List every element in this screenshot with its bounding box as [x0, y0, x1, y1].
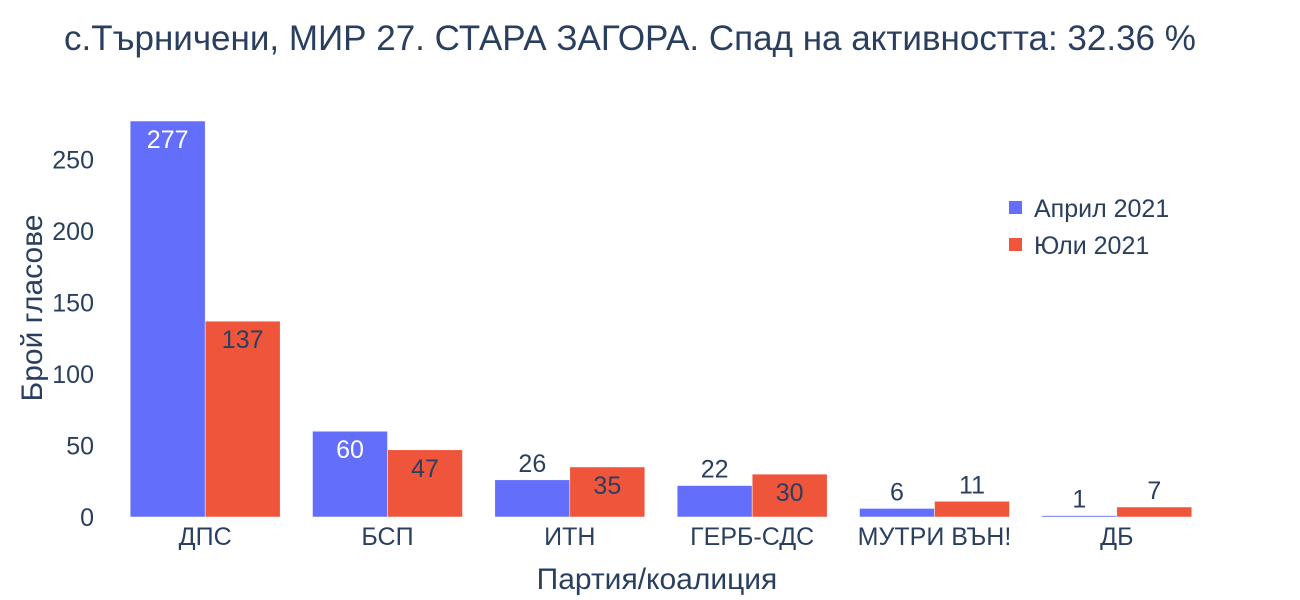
y-tick-label: 50: [66, 433, 94, 461]
bar-value-label: 277: [147, 126, 189, 154]
bar-value-label: 26: [518, 450, 546, 478]
bar: [676, 485, 753, 518]
bar-value-label: 137: [222, 326, 264, 354]
bar: [387, 449, 463, 518]
legend-label: Юли 2021: [1034, 232, 1149, 260]
bar-value-label: 11: [959, 471, 985, 499]
legend: Април 2021 Юли 2021: [1009, 195, 1169, 260]
bar-labels: 277 60 26 22 6 1 137 47 35 30 11 7: [147, 126, 1161, 514]
bar: [204, 320, 281, 518]
legend-label: Април 2021: [1034, 195, 1169, 223]
y-tick-label: 150: [52, 290, 94, 318]
bar: [569, 466, 646, 518]
x-tick-label: МУТРИ ВЪН!: [858, 523, 1012, 551]
y-tick-label: 200: [52, 218, 94, 246]
legend-swatch: [1009, 238, 1022, 251]
x-tick-label: ГЕРБ-СДС: [690, 523, 814, 551]
y-tick-label: 250: [52, 147, 94, 175]
y-tick-label: 100: [52, 361, 94, 389]
y-axis: 0 50 100 150 200 250: [52, 147, 94, 532]
bar: [494, 479, 571, 518]
bar-value-label: 6: [890, 478, 904, 506]
bars: [129, 120, 1193, 518]
bar: [312, 430, 388, 518]
bar: [129, 120, 206, 518]
bar-value-label: 35: [593, 472, 621, 500]
bar: [1041, 515, 1118, 518]
bar-value-label: 22: [701, 456, 729, 484]
x-axis: ДПС БСП ИТН ГЕРБ-СДС МУТРИ ВЪН! ДБ: [179, 523, 1134, 551]
x-tick-label: ДБ: [1100, 523, 1133, 551]
x-tick-label: ДПС: [179, 523, 232, 551]
bar-value-label: 47: [411, 455, 439, 483]
legend-swatch: [1009, 201, 1022, 214]
y-tick-label: 0: [80, 504, 94, 532]
bar-value-label: 30: [776, 479, 804, 507]
bar-value-label: 7: [1147, 477, 1161, 505]
bar: [934, 501, 1010, 518]
bar: [1116, 506, 1193, 518]
y-axis-title: Брой гласове: [16, 215, 49, 402]
x-axis-title: Партия/коалиция: [537, 563, 778, 596]
bar-value-label: 60: [336, 436, 364, 464]
bar-value-label: 1: [1072, 486, 1086, 514]
chart-title: с.Търничени, МИР 27. СТАРА ЗАГОРА. Спад …: [64, 19, 1196, 58]
bar: [859, 508, 935, 518]
x-tick-label: БСП: [361, 523, 413, 551]
bar: [751, 473, 828, 518]
x-tick-label: ИТН: [544, 523, 595, 551]
